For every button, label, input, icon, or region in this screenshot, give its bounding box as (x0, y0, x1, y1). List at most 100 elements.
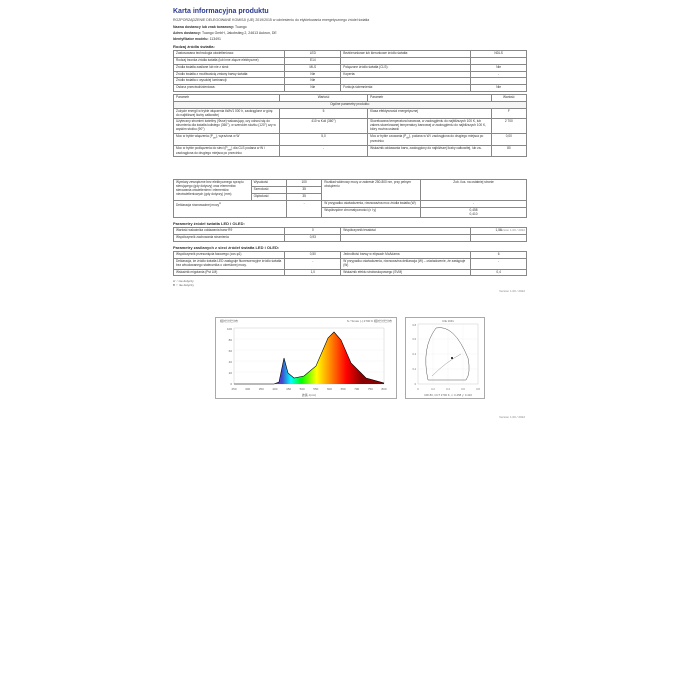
table-cell: - (471, 71, 527, 78)
table-cell: 1,00 (471, 228, 527, 235)
table-cell: Współczynnik trwałości (341, 228, 471, 235)
spectral-svg: 02040 6080100 25030035040045050055060065… (216, 318, 396, 398)
svg-text:0.8: 0.8 (476, 388, 480, 391)
svg-text:0.6: 0.6 (413, 338, 417, 341)
table-cell: Moc w trybie czuwania (Psb), podana w W … (368, 133, 492, 145)
table-cell: MLS (285, 64, 341, 71)
table-params: Parametr Wartość Parametr Wartość Ogólne… (173, 94, 527, 157)
table-cell: Funkcja ściemnienia: (341, 85, 471, 92)
table-cell: 0,50 (285, 252, 341, 259)
page-2: Wymiary zewnętrzne bez elektrycznego spr… (165, 171, 535, 295)
table-cell: NDLS (471, 51, 527, 58)
table-cell: 2 700 (491, 119, 526, 134)
table-cell: Źródło światła o wysokiej luminancji: (174, 78, 285, 85)
table-cell (471, 78, 527, 85)
table-cell (471, 57, 527, 64)
svg-text:450: 450 (286, 387, 291, 391)
svg-text:700: 700 (354, 387, 359, 391)
svg-text:CIE 1931: CIE 1931 (442, 319, 454, 323)
svg-text:20: 20 (229, 371, 233, 375)
svg-text:750: 750 (368, 387, 373, 391)
table-cell: 5 (279, 108, 367, 119)
svg-text:0: 0 (415, 383, 417, 386)
svg-text:0.2: 0.2 (431, 388, 435, 391)
svg-text:0.8: 0.8 (413, 324, 417, 327)
table-cell: Wartość wskaźnika oddawania barw R9 (174, 228, 285, 235)
table-cell: 0,4 (471, 269, 527, 276)
svg-text:300: 300 (245, 387, 250, 391)
table-cell: E14 (285, 57, 341, 64)
table-cell (471, 235, 527, 242)
svg-text:600: 600 (327, 387, 332, 391)
table-cell: 6 (471, 252, 527, 259)
table-cell: 410 w Kuli (360°) (279, 119, 367, 134)
section1-title: Rodzaj źródła światła: (173, 44, 527, 49)
table-cell: Jednolitość barwy w elipsach McAdama (341, 252, 471, 259)
table-cell: Nie (471, 85, 527, 92)
table-cell: Użyteczny strumień świetlny (Φuse) wskaz… (174, 119, 280, 134)
table-cell: Nie (285, 85, 341, 92)
table-cell: 80 (491, 145, 526, 157)
table-cell: 0 (285, 228, 341, 235)
charts-area: 相対分光分布 S / Smax (-) 2700 K 相対分光分布 (165, 309, 535, 407)
table-cell: Moc w trybie podłączenia do sieci (Pnet)… (174, 145, 280, 157)
table-cell: Koperta: (341, 71, 471, 78)
sec-mains-title: Parametry zasilanych z sieci źródeł świa… (173, 245, 527, 250)
table-cell: Połączone źródło światła (CLS): (341, 64, 471, 71)
svg-text:0.4: 0.4 (413, 353, 417, 356)
svg-text:800: 800 (381, 387, 386, 391)
table-cell: W przypadku oświadczenia, równoważna dek… (341, 258, 471, 269)
svg-text:350: 350 (259, 387, 264, 391)
svg-text:0.2: 0.2 (413, 368, 417, 371)
table-cell (341, 235, 471, 242)
svg-text:500: 500 (300, 387, 305, 391)
svg-text:0.4: 0.4 (446, 388, 450, 391)
table-cell (341, 78, 471, 85)
svg-text:60: 60 (229, 349, 233, 353)
supplier-line: Nazwa dostawcy lub znak towarowy: Tuango (173, 25, 527, 29)
spectral-xlabel: 波長 λ(nm) (302, 392, 317, 397)
table-cell (341, 57, 471, 64)
cie-chart: 00.20.40.60.8 00.20.40.60.8 CRI 80, CCT … (405, 317, 485, 399)
table-cell: Nie (285, 71, 341, 78)
table-cell: Źródła światła zasilane lub nie z sieci: (174, 64, 285, 71)
svg-text:650: 650 (341, 387, 346, 391)
table-cell: Deklaracja, że źródło światła LED zastęp… (174, 258, 285, 269)
table-cell: Wskaźnik migotania (Pst LM) (174, 269, 285, 276)
table-light-type: Zastosowana technologia oświetleniowa:LE… (173, 50, 527, 92)
table-mains: Współczynnik przesunięcia fazowego (cos … (173, 251, 527, 276)
table-cell: Wskaźnik oddawania barw, zaokrąglony do … (368, 145, 492, 157)
cie-svg: 00.20.40.60.8 00.20.40.60.8 CRI 80, CCT … (406, 318, 484, 398)
table-cell: Współczynnik zachowania strumienia (174, 235, 285, 242)
svg-text:0: 0 (417, 388, 419, 391)
table-dims: Wymiary zewnętrzne bez elektrycznego spr… (173, 179, 527, 218)
page-title: Karta informacyjna produktu (173, 8, 527, 15)
svg-text:250: 250 (231, 387, 236, 391)
table-cell: Bezkierunkowe lub kierunkowe źródło świa… (341, 51, 471, 58)
svg-text:0: 0 (230, 382, 232, 386)
table-cell: 0,00 (491, 133, 526, 145)
table-cell: Zużycie energii w trybie włączenia kWh/1… (174, 108, 280, 119)
intro-text: ROZPORZĄDZENIE DELEGOWANE KOMISJI (UE) 2… (173, 18, 527, 22)
table-cell: LED (285, 51, 341, 58)
table-cell: Wskaźnik efektu stroboskopowego (SVM) (341, 269, 471, 276)
table-cell: F (491, 108, 526, 119)
table-cell: Rodzaj trzonka źródła światła (lub inne … (174, 57, 285, 64)
version-label-2: Version 1.00 / 2022 (499, 289, 525, 293)
svg-text:80: 80 (229, 338, 233, 342)
table-cell: Nie (471, 64, 527, 71)
page-1: Karta informacyjna produktu ROZPORZĄDZEN… (165, 0, 535, 165)
svg-text:100: 100 (227, 327, 232, 331)
table-cell: Nie (285, 78, 341, 85)
footnotes: A '-' nie dotyczy B '-' nie dotyczy (173, 279, 527, 287)
svg-text:550: 550 (313, 387, 318, 391)
table-cell: Moc w trybie włączenia (Pon), wyrażona w… (174, 133, 280, 145)
table-led: Wartość wskaźnika oddawania barw R90Wspó… (173, 227, 527, 242)
address-line: Adres dostawcy: Tuango GmbH, Jakobstieg … (173, 31, 527, 35)
table-cell: Klasa efektywności energetycznej (368, 108, 492, 119)
table-cell: Osłona przeciwolśnieniowa: (174, 85, 285, 92)
svg-text:0.6: 0.6 (461, 388, 465, 391)
table-cell: Skorelowana temperatura barwowa, w zaokr… (368, 119, 492, 134)
table-cell: - (471, 258, 527, 269)
spectral-chart: 相対分光分布 S / Smax (-) 2700 K 相対分光分布 (215, 317, 397, 399)
